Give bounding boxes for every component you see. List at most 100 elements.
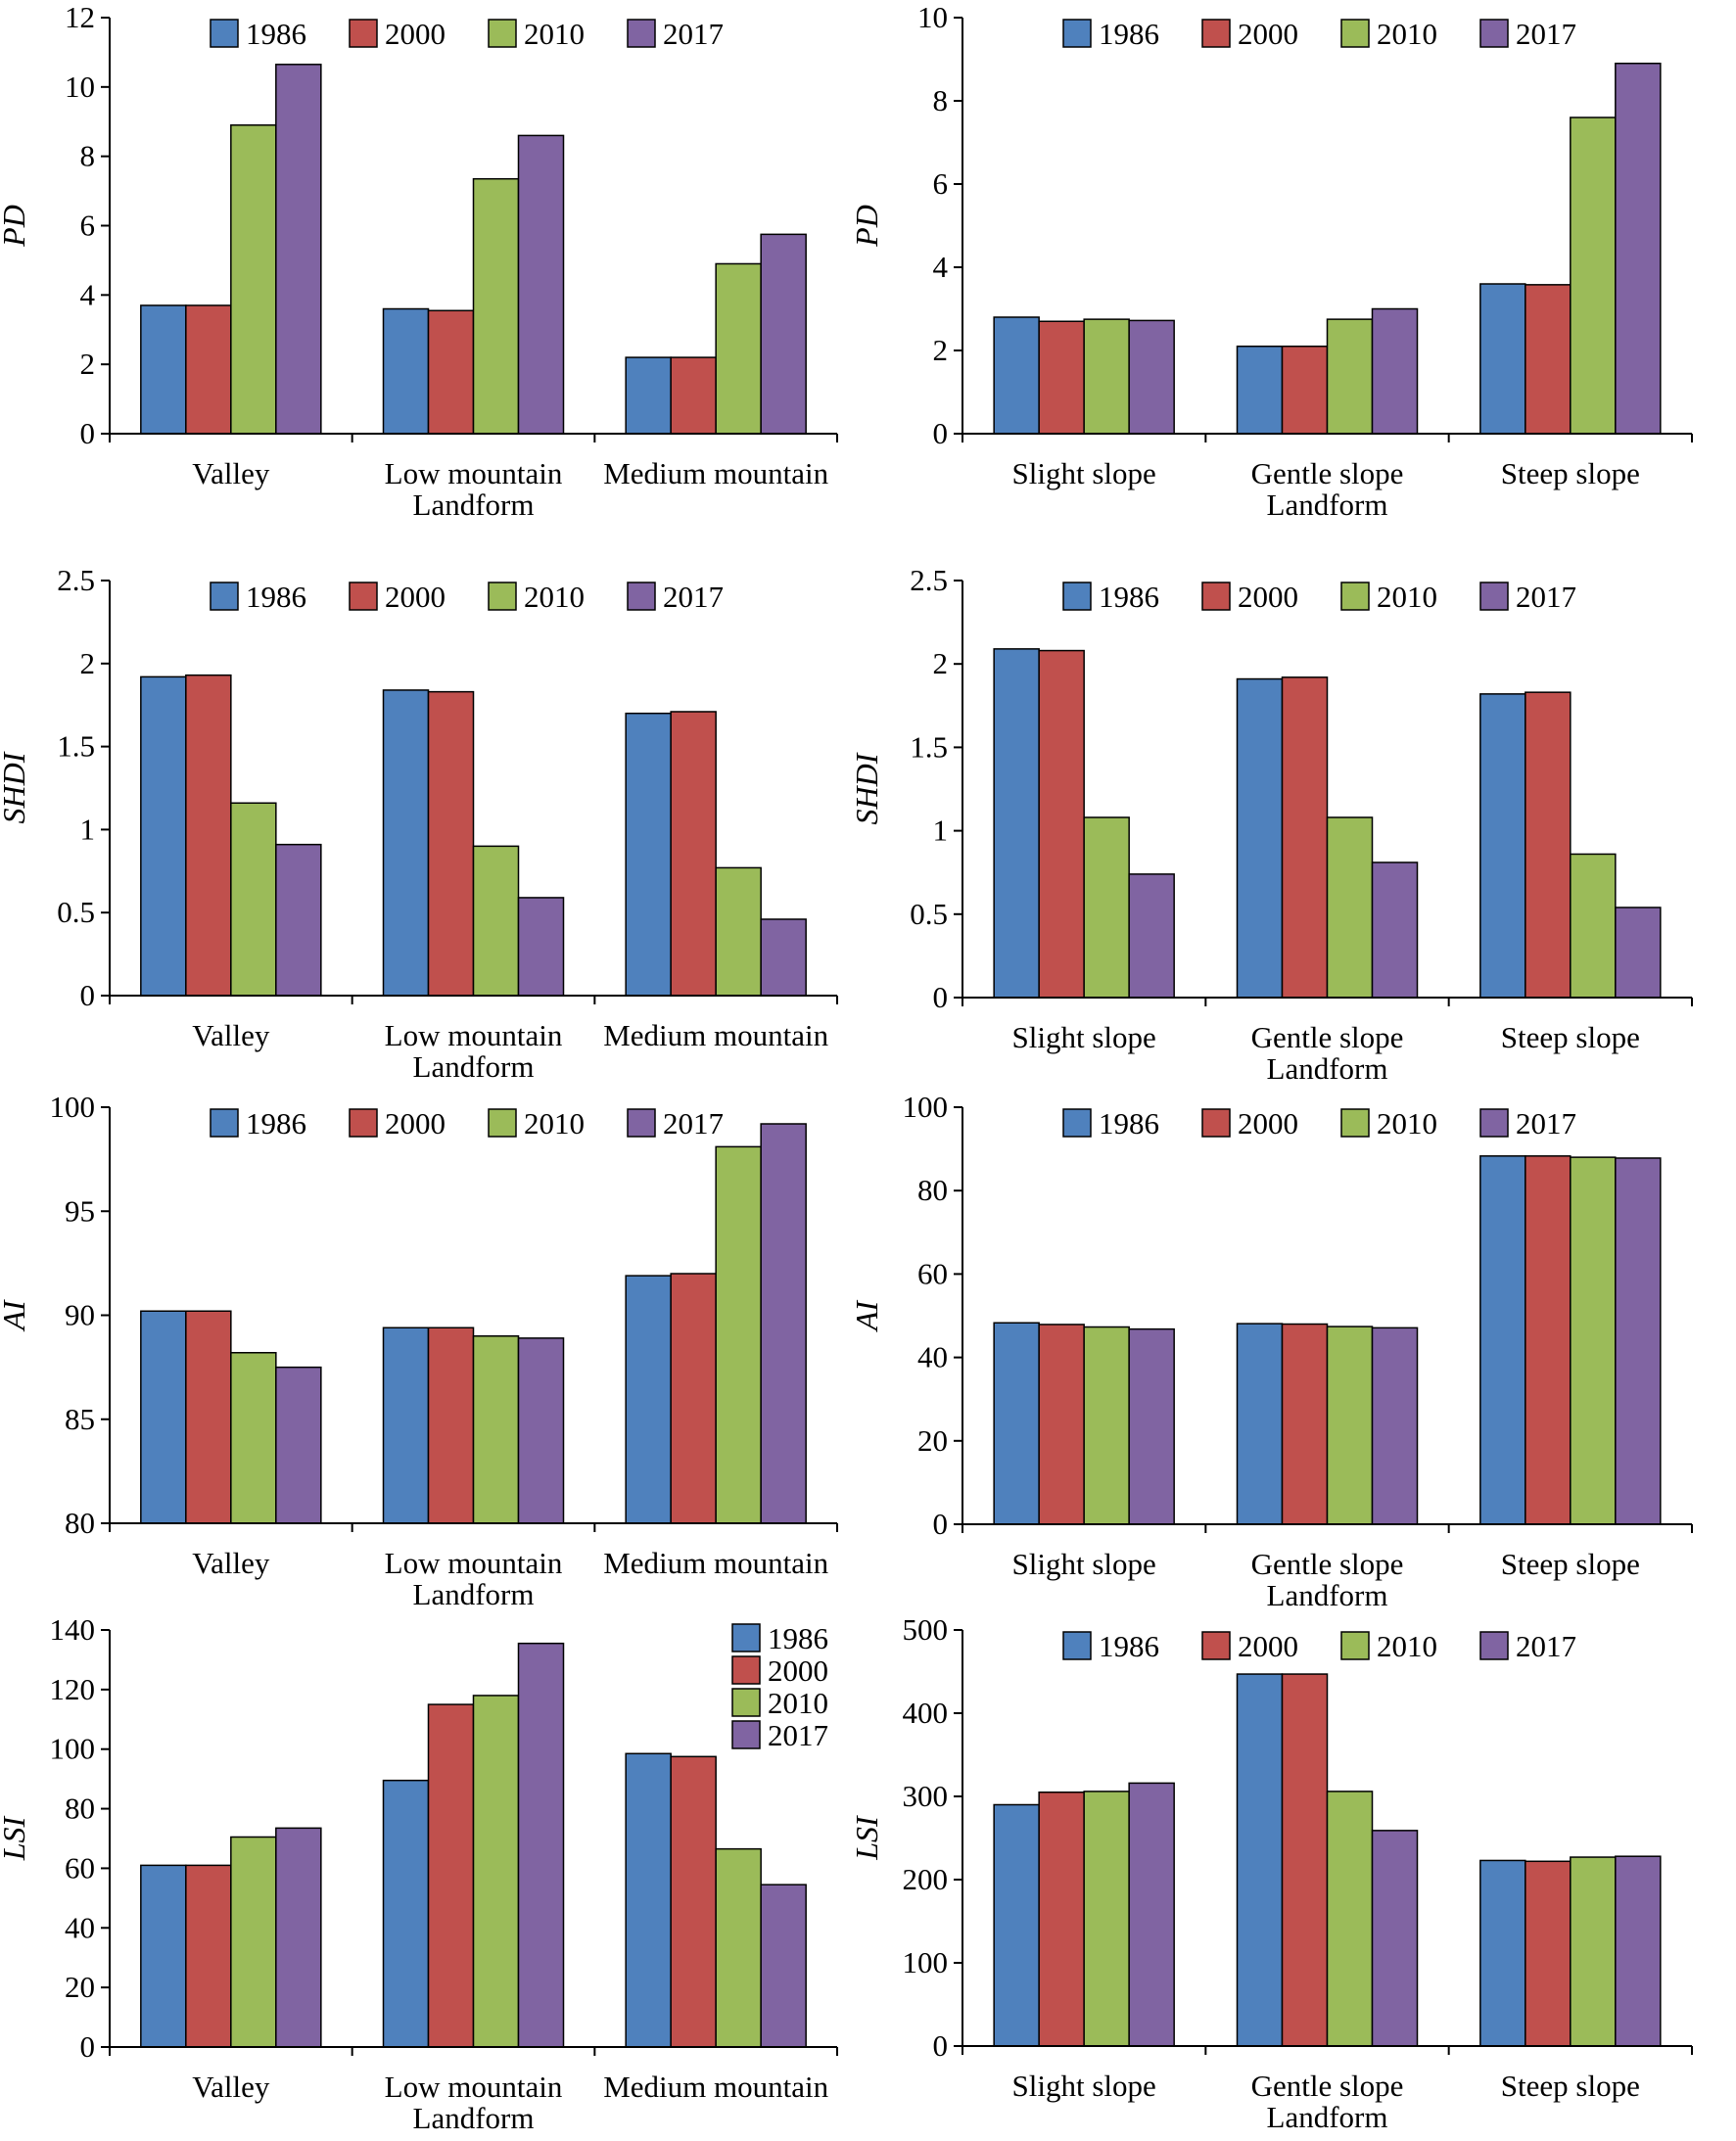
legend-label-1986: 1986: [246, 17, 306, 51]
legend-label-2000: 2000: [1238, 1629, 1298, 1663]
legend-label-2010: 2010: [1377, 17, 1437, 51]
y-tick-label: 2.5: [910, 563, 948, 597]
legend-swatch-2017: [1479, 1108, 1509, 1138]
legend-swatch-2010: [1340, 1631, 1370, 1660]
chart-panel-3: 0 0.5 1 1.5 2 2.5 Valley Low mountain Medium mou…: [0, 563, 838, 1084]
bar-2017-3: [1615, 907, 1662, 999]
y-tick-label: 1.5: [910, 729, 948, 764]
chart-panel-8: 0 100 200 300 400 500 Slight slope Gentle slope…: [849, 1612, 1693, 2134]
bar-2010-2: [472, 1335, 520, 1524]
y-tick-label: 0: [80, 978, 96, 1012]
bar-1986-2: [382, 1326, 430, 1524]
bar-2000-2: [427, 309, 475, 435]
y-tick-label: 100: [903, 1090, 949, 1124]
legend-swatch-2017: [627, 582, 656, 611]
legend-swatch-2017: [731, 1720, 761, 1749]
bar-2017-1: [275, 1366, 322, 1524]
bar-2000-2: [427, 1326, 475, 1524]
bar-2000-2: [427, 690, 475, 997]
bar-2017-1: [1128, 319, 1175, 435]
legend-swatch-2010: [488, 1108, 517, 1138]
y-tick-label: 85: [65, 1402, 95, 1436]
y-tick-label: 6: [80, 209, 96, 243]
bar-2010-1: [230, 1836, 277, 2048]
legend-swatch-2017: [1479, 1631, 1509, 1660]
y-tick-label: 2: [933, 646, 949, 680]
legend-label-2000: 2000: [385, 17, 446, 51]
y-tick-label: 95: [65, 1193, 95, 1228]
y-tick-label: 60: [65, 1850, 95, 1885]
bar-2000-3: [670, 711, 717, 997]
bar-2000-2: [1281, 1323, 1329, 1525]
y-tick-label: 0: [80, 2029, 96, 2064]
category-label: Low mountain: [385, 2070, 563, 2104]
y-tick-label: 6: [933, 166, 949, 201]
chart-panel-6: 0 20 40 60 80 100 Slight slope Gentle slope Stee…: [849, 1090, 1693, 1612]
x-axis-title: Landform: [413, 488, 535, 522]
y-tick-label: 500: [903, 1612, 949, 1647]
y-tick-label: 140: [50, 1612, 96, 1647]
legend-swatch-1986: [731, 1623, 761, 1652]
legend-label-1986: 1986: [1099, 580, 1159, 614]
bar-1986-2: [382, 307, 430, 435]
category-label: Gentle slope: [1251, 1020, 1404, 1054]
bar-2000-2: [1281, 346, 1329, 435]
category-label: Gentle slope: [1251, 456, 1404, 490]
bar-1986-1: [993, 1803, 1040, 2047]
bar-2010-3: [1570, 1156, 1617, 1525]
bar-1986-1: [140, 1864, 187, 2048]
category-label: Steep slope: [1501, 1547, 1640, 1581]
category-label: Slight slope: [1012, 456, 1156, 490]
bar-1986-1: [140, 675, 187, 997]
legend-label-2000: 2000: [1238, 580, 1298, 614]
bar-2010-2: [1326, 816, 1374, 999]
bar-2000-1: [1038, 649, 1085, 999]
legend-label-2010: 2010: [1377, 1629, 1437, 1663]
legend-label-2000: 2000: [1238, 17, 1298, 51]
legend-swatch-2000: [349, 19, 378, 48]
y-tick-label: 100: [903, 1945, 949, 1979]
y-tick-label: 40: [917, 1340, 948, 1374]
legend-swatch-1986: [1062, 582, 1092, 611]
legend-label-2017: 2017: [1516, 1629, 1576, 1663]
bar-1986-3: [1479, 283, 1526, 435]
y-axis-title: SHDI: [0, 751, 31, 823]
legend-label-2017: 2017: [1516, 580, 1576, 614]
category-label: Valley: [192, 2070, 270, 2104]
bar-2010-1: [230, 124, 277, 435]
bar-2010-1: [1083, 816, 1130, 999]
bar-2000-3: [670, 356, 717, 435]
y-tick-label: 60: [917, 1256, 948, 1290]
bar-2010-2: [472, 1695, 520, 2048]
y-tick-label: 80: [65, 1792, 95, 1826]
legend-label-1986: 1986: [246, 1106, 306, 1140]
bar-2017-3: [1615, 63, 1662, 435]
legend-label-1986: 1986: [1099, 1629, 1159, 1663]
bar-2000-3: [670, 1755, 717, 2048]
y-tick-label: 2: [80, 646, 96, 680]
bar-2010-1: [230, 802, 277, 997]
y-tick-label: 10: [65, 70, 95, 104]
bar-2017-1: [275, 843, 322, 997]
category-label: Low mountain: [385, 1018, 563, 1052]
legend-swatch-2000: [1201, 19, 1231, 48]
bar-2017-1: [275, 64, 322, 435]
legend: 1986 2000 2010 2017: [1062, 1629, 1576, 1663]
bar-2010-1: [230, 1352, 277, 1524]
y-tick-label: 8: [80, 139, 96, 173]
y-axis-title: PD: [0, 205, 31, 248]
legend-label-2017: 2017: [663, 17, 724, 51]
y-tick-label: 200: [903, 1862, 949, 1896]
bar-2000-3: [670, 1273, 717, 1524]
bar-1986-2: [1236, 1323, 1284, 1525]
y-axis-title: AI: [849, 1300, 884, 1333]
bar-1986-2: [382, 1779, 430, 2048]
bar-2010-1: [1083, 318, 1130, 435]
bar-2017-2: [517, 134, 565, 435]
legend-swatch-1986: [210, 1108, 239, 1138]
legend-swatch-1986: [210, 19, 239, 48]
category-label: Steep slope: [1501, 2069, 1640, 2103]
y-tick-label: 8: [933, 83, 949, 117]
